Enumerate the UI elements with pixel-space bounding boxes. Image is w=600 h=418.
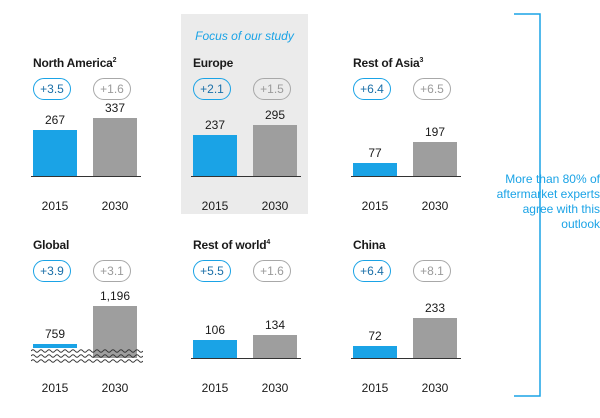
- bar-2030: [253, 334, 297, 358]
- growth-badge-2030: +3.1: [93, 260, 131, 282]
- year-label-2015: 2015: [361, 381, 389, 395]
- growth-badge-2030: +1.6: [253, 260, 291, 282]
- growth-badge-2030: +1.5: [253, 78, 291, 100]
- value-label-2030: 134: [264, 317, 286, 332]
- value-label-2030: 197: [424, 124, 446, 139]
- wave-line: [31, 359, 143, 363]
- bar-2015: [353, 345, 397, 358]
- value-label-2030: 233: [424, 300, 446, 315]
- year-label-2015: 2015: [201, 199, 229, 213]
- year-label-2030: 2030: [421, 199, 449, 213]
- year-label-2015: 2015: [361, 199, 389, 213]
- panel-europe: Europe +2.1 +1.5 237 2015 295 2030: [191, 56, 343, 236]
- year-label-2030: 2030: [261, 199, 289, 213]
- outlook-bracket: [514, 13, 541, 397]
- value-label-2030: 337: [104, 100, 126, 115]
- bar-2015: [33, 129, 77, 176]
- axis-break-waves: [31, 349, 143, 363]
- bar-2015: [33, 344, 77, 348]
- panel-global: Global +3.9 +3.1 759 2015 1,196 2030: [31, 238, 183, 418]
- panel-title: Rest of Asia3: [353, 56, 423, 70]
- value-label-2015: 267: [44, 112, 66, 127]
- growth-badge-2030: +6.5: [413, 78, 451, 100]
- baseline: [31, 176, 141, 177]
- bar-2030: [253, 124, 297, 176]
- baseline: [191, 176, 301, 177]
- panel-title-text: Rest of world: [193, 238, 267, 252]
- year-label-2030: 2030: [421, 381, 449, 395]
- growth-badge-2015: +6.4: [353, 260, 391, 282]
- value-label-2015: 77: [368, 145, 382, 160]
- panel-title-text: North America: [33, 56, 113, 70]
- year-label-2030: 2030: [101, 381, 129, 395]
- panel-title: Global: [33, 238, 69, 252]
- bar-2015: [193, 339, 237, 358]
- bar-2015: [353, 162, 397, 176]
- panel-title-text: China: [353, 238, 386, 252]
- year-label-2015: 2015: [201, 381, 229, 395]
- panel-title-text: Global: [33, 238, 70, 252]
- panel-north-america: North America2 +3.5 +1.6 267 2015 337 2030: [31, 56, 183, 236]
- panel-title-text: Rest of Asia: [353, 56, 420, 70]
- growth-badge-2015: +3.9: [33, 260, 71, 282]
- value-label-2030: 1,196: [99, 289, 131, 303]
- growth-badge-2015: +5.5: [193, 260, 231, 282]
- panel-title: China: [353, 238, 386, 252]
- growth-badge-2015: +2.1: [193, 78, 231, 100]
- value-label-2015: 759: [44, 327, 66, 341]
- bar-2030: [93, 306, 137, 358]
- panel-title: North America2: [33, 56, 117, 70]
- value-label-2030: 295: [264, 107, 286, 122]
- panel-title: Rest of world4: [193, 238, 270, 252]
- wave-line: [31, 349, 143, 353]
- value-label-2015: 106: [204, 322, 226, 337]
- bracket-line: [514, 13, 541, 397]
- value-label-2015: 72: [368, 328, 382, 343]
- growth-badge-2030: +8.1: [413, 260, 451, 282]
- growth-badge-2030: +1.6: [93, 78, 131, 100]
- bar-2015: [193, 134, 237, 176]
- footnote-marker: 2: [112, 57, 117, 64]
- bar-2030: [93, 117, 137, 176]
- growth-badge-2015: +6.4: [353, 78, 391, 100]
- focus-highlight-background: [181, 14, 308, 214]
- panel-rest-of-world: Rest of world4 +5.5 +1.6 106 2015 134 2030: [191, 238, 343, 418]
- baseline: [351, 176, 461, 177]
- panel-title-text: Europe: [193, 56, 234, 70]
- growth-badge-2015: +3.5: [33, 78, 71, 100]
- side-note: More than 80% of aftermarket experts agr…: [496, 172, 600, 231]
- year-label-2030: 2030: [261, 381, 289, 395]
- value-label-2015: 237: [204, 117, 226, 132]
- panel-rest-of-asia: Rest of Asia3 +6.4 +6.5 77 2015 197 2030: [351, 56, 503, 236]
- baseline: [351, 358, 461, 359]
- bar-2030: [413, 141, 457, 176]
- year-label-2015: 2015: [41, 381, 69, 395]
- panel-china: China +6.4 +8.1 72 2015 233 2030: [351, 238, 503, 418]
- panel-title: Europe: [193, 56, 233, 70]
- footnote-marker: 4: [266, 239, 271, 246]
- year-label-2015: 2015: [41, 199, 69, 213]
- year-label-2030: 2030: [101, 199, 129, 213]
- wave-line: [31, 354, 143, 358]
- focus-label: Focus of our study: [195, 29, 294, 43]
- baseline: [191, 358, 301, 359]
- footnote-marker: 3: [419, 57, 424, 64]
- bar-2030: [413, 317, 457, 358]
